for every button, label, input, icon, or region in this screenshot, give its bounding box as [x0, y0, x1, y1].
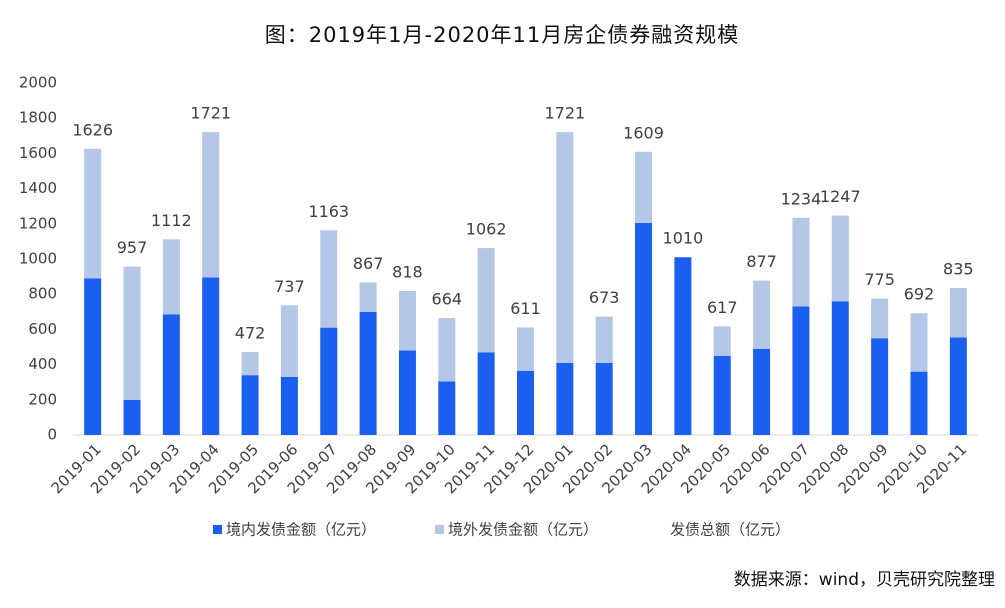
bar-segment — [949, 288, 967, 338]
total-label: 1234 — [781, 189, 822, 208]
bar-segment — [871, 298, 889, 339]
y-tick-label: 1200 — [19, 214, 57, 232]
bar-segment — [398, 350, 416, 435]
bar-segment — [556, 362, 574, 435]
bar-segment — [280, 376, 298, 435]
bar-segment — [910, 371, 928, 435]
y-tick-label: 0 — [47, 426, 57, 444]
bar-segment — [477, 248, 495, 353]
legend-swatch — [213, 525, 222, 534]
total-label: 692 — [904, 285, 935, 304]
total-label: 1609 — [623, 123, 664, 142]
bar-segment — [438, 381, 456, 435]
bar-segment — [674, 257, 692, 435]
legend-label: 发债总额（亿元） — [670, 521, 790, 539]
total-label: 1010 — [663, 229, 704, 248]
total-label: 611 — [510, 299, 541, 318]
bar-segment — [831, 301, 849, 435]
bar-segment — [595, 362, 613, 435]
bar-segment — [123, 399, 141, 435]
total-label: 867 — [353, 254, 384, 273]
total-label: 673 — [589, 288, 620, 307]
bar-segment — [241, 351, 259, 376]
legend-swatch — [435, 525, 444, 534]
bar-segment — [162, 314, 180, 435]
y-tick-label: 800 — [28, 285, 57, 303]
y-tick-label: 600 — [28, 320, 57, 338]
bar-segment — [359, 311, 377, 435]
bar-segment — [792, 306, 810, 435]
legend-label: 境内发债金额（亿元） — [226, 521, 376, 539]
y-tick-label: 1000 — [19, 250, 57, 268]
bar-segment — [753, 280, 771, 349]
y-tick-label: 1600 — [19, 144, 57, 162]
total-label: 1112 — [151, 211, 192, 230]
y-tick-label: 2000 — [19, 74, 57, 92]
total-label: 957 — [117, 238, 148, 257]
bar-segment — [84, 148, 102, 279]
bar-segment — [517, 327, 534, 371]
bar-segment — [280, 305, 298, 377]
total-label: 775 — [864, 270, 895, 289]
total-label: 1721 — [190, 104, 231, 123]
bar-segment — [123, 266, 141, 400]
total-label: 664 — [432, 290, 463, 309]
bar-segment — [635, 222, 653, 435]
bar-segment — [359, 282, 377, 312]
bar-segment — [517, 370, 534, 435]
bar-segment — [713, 355, 731, 435]
total-label: 1163 — [308, 202, 349, 221]
bar-segment — [831, 215, 849, 302]
bar-segment — [202, 277, 220, 435]
y-tick-label: 400 — [28, 355, 57, 373]
bar-segment — [438, 318, 456, 382]
bar-segment — [635, 151, 653, 223]
total-label: 818 — [392, 263, 423, 282]
bar-segment — [753, 348, 771, 435]
bar-segment — [202, 132, 220, 278]
bar-segment — [949, 337, 967, 435]
bar-segment — [595, 316, 613, 363]
y-tick-label: 200 — [28, 390, 57, 408]
bar-segment — [713, 326, 731, 356]
bar-segment — [320, 230, 338, 328]
total-label: 1247 — [820, 187, 861, 206]
total-label: 877 — [746, 252, 777, 271]
source: 数据来源：wind，贝壳研究院整理 — [734, 570, 995, 590]
total-label: 1626 — [72, 120, 113, 139]
legend-label: 境外发债金额（亿元） — [448, 521, 598, 539]
total-label: 1721 — [544, 104, 585, 123]
bar-segment — [320, 327, 338, 435]
chart-title: 图：2019年1月-2020年11月房企债券融资规模 — [265, 23, 740, 47]
total-label: 472 — [235, 323, 266, 342]
bar-segment — [910, 313, 928, 372]
total-label: 737 — [274, 277, 305, 296]
bar-segment — [241, 375, 259, 435]
total-label: 617 — [707, 298, 738, 317]
bar-segment — [556, 132, 574, 363]
y-tick-label: 1400 — [19, 179, 57, 197]
bar-segment — [871, 338, 889, 435]
total-label: 835 — [943, 260, 974, 279]
y-tick-label: 1800 — [19, 109, 57, 127]
total-label: 1062 — [466, 220, 507, 239]
bar-segment — [84, 278, 102, 435]
bar-segment — [792, 217, 810, 307]
bar-segment — [398, 291, 416, 351]
bar-segment — [162, 239, 180, 315]
bar-segment — [477, 352, 495, 435]
